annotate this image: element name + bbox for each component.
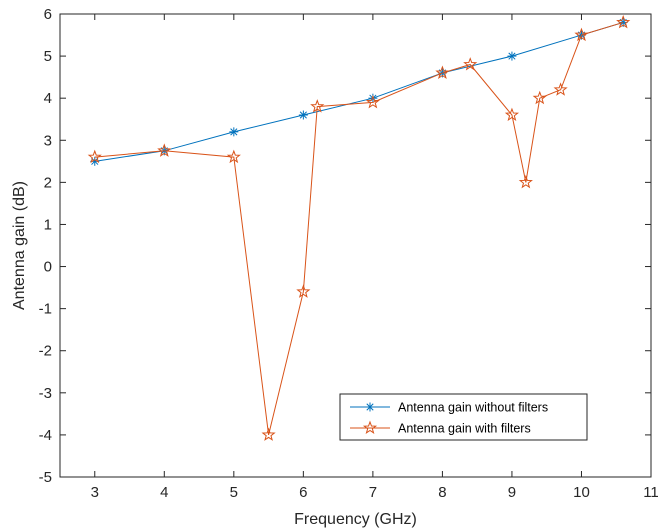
y-tick-label: 2 [44, 174, 52, 191]
data-point [261, 427, 276, 441]
data-point [226, 149, 241, 164]
data-point [229, 127, 239, 137]
marker-stroke [91, 157, 99, 165]
data-point [553, 82, 568, 96]
y-tick-label: 6 [44, 6, 52, 23]
data-point [435, 65, 450, 79]
data-point [518, 174, 533, 189]
legend-box [339, 393, 588, 441]
legend-entry-label: Antenna gain with filters [398, 422, 531, 436]
series-layer [87, 14, 631, 441]
series-line [94, 21, 624, 436]
y-tick-label: -4 [39, 427, 52, 444]
data-point [365, 402, 375, 412]
y-tick-label: 3 [44, 132, 52, 149]
marker-stroke [508, 52, 516, 60]
x-tick-label: 7 [369, 484, 377, 501]
data-point [362, 420, 378, 435]
legend-entry-label: Antenna gain without filters [398, 401, 548, 415]
x-axis-label: Frequency (GHz) [294, 511, 417, 528]
x-tick-label: 3 [91, 484, 99, 501]
marker-stroke [366, 403, 374, 411]
plot-frame [59, 13, 652, 478]
data-point [463, 57, 478, 71]
y-axis-label: Antenna gain (dB) [11, 181, 28, 310]
y-tick-label: 1 [44, 216, 52, 233]
data-point [310, 99, 325, 113]
y-tick-label: 0 [44, 259, 52, 276]
ticks-layer: 3 4 5 6 7 8 9 10 11 -5 -4 -3 -2 -1 0 1 2 3 4 5 6 [39, 6, 659, 501]
data-point [507, 51, 517, 61]
data-point [298, 110, 308, 120]
x-tick-label: 8 [438, 484, 446, 501]
x-tick-label: 9 [508, 484, 516, 501]
marker-stroke [299, 111, 307, 119]
x-tick-label: 5 [230, 484, 238, 501]
x-tick-label: 10 [573, 484, 590, 501]
y-tick-label: -2 [39, 343, 52, 360]
data-point [157, 143, 172, 157]
y-tick-label: -5 [39, 469, 52, 486]
marker-stroke [230, 128, 238, 136]
data-point [365, 94, 380, 109]
data-point [504, 107, 520, 122]
x-tick-label: 11 [643, 484, 659, 501]
data-point [532, 90, 547, 105]
data-point [574, 27, 589, 42]
series [87, 14, 631, 441]
legend: Antenna gain without filters Antenna gain… [339, 393, 588, 441]
y-tick-label: -3 [39, 385, 52, 402]
x-tick-label: 4 [160, 484, 168, 501]
y-tick-label: -1 [39, 301, 52, 318]
x-tick-label: 6 [299, 484, 307, 501]
data-point [296, 284, 311, 298]
data-point [87, 149, 102, 164]
y-tick-label: 5 [44, 48, 52, 65]
y-tick-label: 4 [44, 90, 52, 107]
data-point [616, 14, 631, 29]
